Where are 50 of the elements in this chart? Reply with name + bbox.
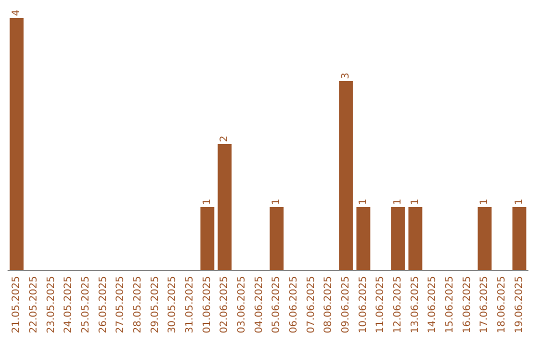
x-tick-label: 07.06.2025 [306, 276, 317, 334]
x-tick-label: 21.05.2025 [11, 276, 22, 334]
bar [10, 18, 24, 270]
x-tick-label: 10.06.2025 [358, 276, 369, 334]
x-tick-label: 24.05.2025 [63, 276, 74, 334]
x-tick-label: 23.05.2025 [46, 276, 57, 334]
data-label: 1 [271, 198, 282, 205]
bar [339, 81, 353, 270]
x-tick-label: 16.06.2025 [462, 276, 473, 334]
x-tick-label: 14.06.2025 [427, 276, 438, 334]
x-tick-label: 29.05.2025 [150, 276, 161, 334]
data-label: 1 [358, 198, 369, 205]
x-tick-label: 09.06.2025 [340, 276, 352, 334]
x-tick-label: 03.06.2025 [236, 276, 248, 334]
x-tick-label: 06.06.2025 [288, 276, 300, 334]
bar [218, 144, 232, 270]
data-label: 1 [392, 198, 404, 205]
x-tick-label: 11.06.2025 [375, 276, 386, 334]
bar [478, 207, 492, 270]
data-label: 2 [219, 136, 230, 142]
x-tick-label: 08.06.2025 [323, 276, 334, 334]
bar [391, 207, 405, 270]
x-tick-label: 17.06.2025 [479, 276, 490, 334]
x-tick-label: 27.05.2025 [115, 276, 126, 334]
data-label: 1 [202, 198, 213, 205]
x-tick-label: 05.06.2025 [271, 276, 282, 334]
x-tick-label: 26.05.2025 [98, 276, 109, 334]
x-tick-label: 15.06.2025 [444, 276, 456, 334]
x-tick-label: 18.06.2025 [496, 276, 508, 334]
x-tick-label: 04.06.2025 [254, 276, 265, 334]
data-label: 1 [410, 198, 421, 205]
x-tick-label: 13.06.2025 [410, 276, 421, 334]
bar [512, 207, 526, 270]
bar [200, 207, 214, 270]
bar [408, 207, 422, 270]
x-tick-label: 31.05.2025 [184, 276, 196, 334]
x-tick-label: 01.06.2025 [202, 276, 213, 334]
data-label: 4 [11, 10, 22, 16]
x-tick-label: 12.06.2025 [392, 276, 404, 334]
bar [356, 207, 370, 270]
data-label: 1 [479, 198, 490, 205]
data-label: 3 [340, 72, 352, 79]
x-tick-label: 02.06.2025 [219, 276, 230, 334]
x-tick-label: 30.05.2025 [167, 276, 178, 334]
x-tick-label: 28.05.2025 [132, 276, 144, 334]
x-tick-label: 19.06.2025 [514, 276, 525, 334]
x-tick-label: 25.05.2025 [80, 276, 92, 334]
data-label: 1 [514, 198, 525, 205]
x-tick-label: 22.05.2025 [28, 276, 40, 334]
bar [270, 207, 284, 270]
